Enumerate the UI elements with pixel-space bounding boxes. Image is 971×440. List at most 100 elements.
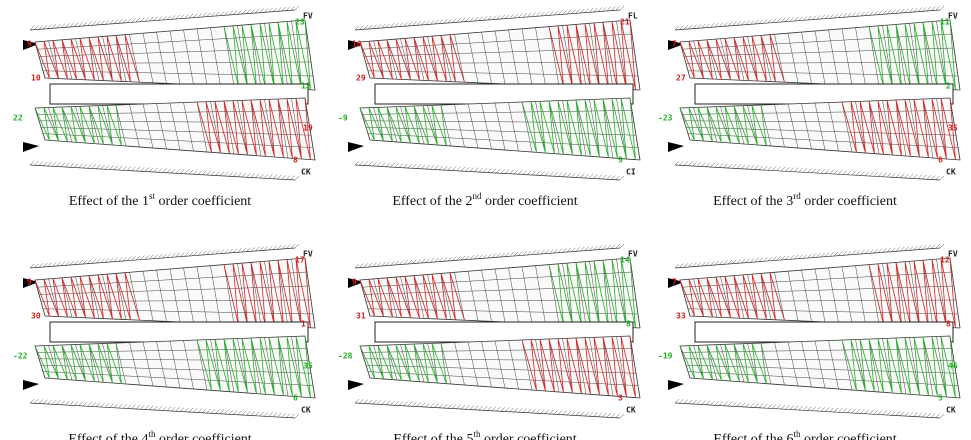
hatch <box>43 400 47 404</box>
hatch <box>772 405 776 409</box>
hatch <box>759 166 763 170</box>
hatch <box>105 165 109 169</box>
hatch <box>193 170 197 174</box>
hatch <box>30 399 34 403</box>
point-label: -19 <box>658 352 673 361</box>
hatch <box>430 403 434 407</box>
hatch <box>39 400 43 404</box>
hatch <box>96 165 100 169</box>
caption-text: Effect of the 1 <box>69 194 149 209</box>
hatch <box>838 170 842 174</box>
hatch <box>755 166 759 170</box>
hatch <box>896 412 900 416</box>
hatch <box>616 176 620 180</box>
hatch <box>479 406 483 410</box>
hatch <box>523 171 527 175</box>
point-label: 5 <box>938 394 943 403</box>
hatch <box>408 164 412 168</box>
point-label: FV <box>303 250 313 259</box>
hatch <box>688 400 692 404</box>
hatch <box>390 401 394 405</box>
marker <box>348 380 364 390</box>
hatch <box>834 170 838 174</box>
hatch <box>620 244 624 248</box>
hatch <box>541 172 545 176</box>
point-label: 12 <box>301 82 311 91</box>
hatch <box>580 174 584 178</box>
hatch <box>273 175 277 179</box>
hatch <box>470 168 474 172</box>
point-label: -28 <box>338 352 353 361</box>
hatch <box>790 168 794 172</box>
point-label: 9 <box>27 40 32 49</box>
hatch <box>887 411 891 415</box>
hatch <box>118 166 122 170</box>
hatch <box>39 162 43 166</box>
hatch <box>501 169 505 173</box>
hatch <box>585 174 589 178</box>
hatch <box>180 170 184 174</box>
hatch <box>799 168 803 172</box>
hatch <box>611 176 615 180</box>
hatch <box>465 167 469 171</box>
hatch <box>185 170 189 174</box>
hatch <box>492 169 496 173</box>
hatch <box>149 168 153 172</box>
hatch <box>242 411 246 415</box>
hatch <box>865 410 869 414</box>
figure: 9102312FV22198CKEffect of the 1st order … <box>0 0 971 440</box>
hatch <box>768 166 772 170</box>
marker <box>668 380 684 390</box>
hatch <box>891 411 895 415</box>
hatch <box>364 162 368 166</box>
hatch <box>728 164 732 168</box>
hatch <box>286 414 290 418</box>
hatch <box>140 167 144 171</box>
hatch <box>264 412 268 416</box>
point-label: 19 <box>303 124 313 133</box>
hatch <box>940 176 944 180</box>
hatch <box>443 166 447 170</box>
caption-text: order coefficient <box>801 432 897 440</box>
hatch <box>746 165 750 169</box>
hatch <box>92 403 96 407</box>
hatch <box>940 6 944 10</box>
hatch <box>404 402 408 406</box>
hatch <box>799 406 803 410</box>
hatch <box>940 414 944 418</box>
hatch <box>883 173 887 177</box>
hatch <box>282 413 286 417</box>
hatch <box>269 175 273 179</box>
hatch <box>382 401 386 405</box>
hatch <box>291 176 295 180</box>
hatch <box>154 168 158 172</box>
caption: Effect of the 2nd order coefficient <box>392 191 577 209</box>
hatch <box>461 167 465 171</box>
hatch <box>295 6 299 10</box>
hatch <box>693 162 697 166</box>
hatch <box>264 174 268 178</box>
hatch <box>163 169 167 173</box>
hatch <box>382 163 386 167</box>
hatch <box>145 168 149 172</box>
hatch <box>737 403 741 407</box>
hatch <box>479 168 483 172</box>
hatch <box>523 409 527 413</box>
hatch <box>439 166 443 170</box>
hatch <box>777 167 781 171</box>
hatch <box>61 401 65 405</box>
hatch <box>697 400 701 404</box>
hatch <box>777 405 781 409</box>
hatch <box>255 412 259 416</box>
hatch <box>373 400 377 404</box>
hatch <box>127 167 131 171</box>
hatch <box>145 406 149 410</box>
hatch <box>74 164 78 168</box>
hatch <box>140 405 144 409</box>
hatch <box>412 402 416 406</box>
hatch <box>852 171 856 175</box>
hatch <box>61 163 65 167</box>
hatch <box>386 401 390 405</box>
hatch <box>83 402 87 406</box>
hatch <box>914 175 918 179</box>
